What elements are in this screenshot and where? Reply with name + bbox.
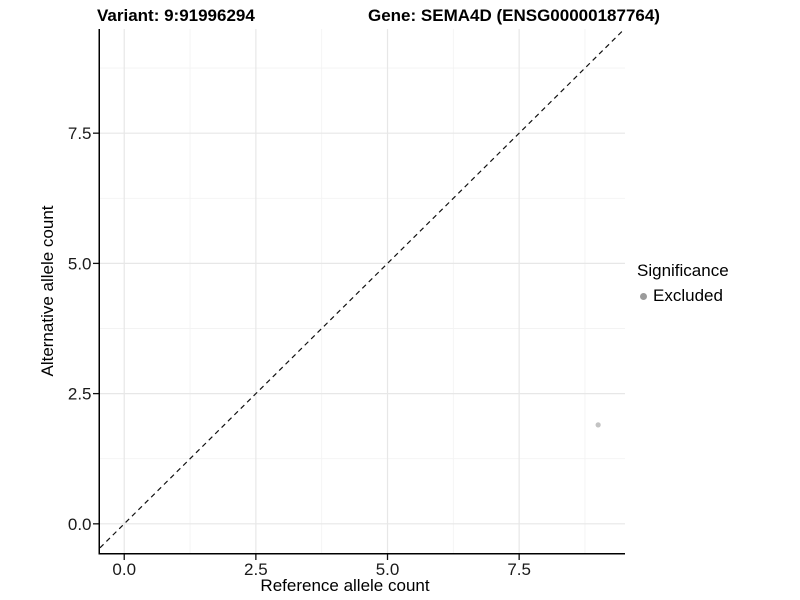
gene-title: Gene: SEMA4D (ENSG00000187764)	[368, 6, 660, 25]
identity-dashed-line	[99, 28, 625, 549]
y-axis-title: Alternative allele count	[38, 205, 57, 377]
x-tick-label: 5.0	[376, 560, 400, 579]
variant-title: Variant: 9:91996294	[97, 6, 255, 25]
x-tick-label: 2.5	[244, 560, 268, 579]
legend-key-dot-icon	[640, 292, 647, 300]
x-axis-title: Reference allele count	[260, 576, 430, 595]
x-tick-label: 7.5	[507, 560, 531, 579]
legend-title: Significance	[637, 261, 729, 280]
legend: Significance Excluded	[637, 261, 729, 306]
y-tick-label: 7.5	[68, 124, 92, 143]
legend-item: Excluded	[637, 286, 729, 306]
y-tick-label: 2.5	[68, 385, 92, 404]
y-tick-label: 5.0	[68, 254, 92, 273]
x-tick-label: 0.0	[112, 560, 136, 579]
legend-item-label: Excluded	[653, 286, 723, 305]
y-tick-label: 0.0	[68, 515, 92, 534]
data-point	[595, 422, 601, 428]
